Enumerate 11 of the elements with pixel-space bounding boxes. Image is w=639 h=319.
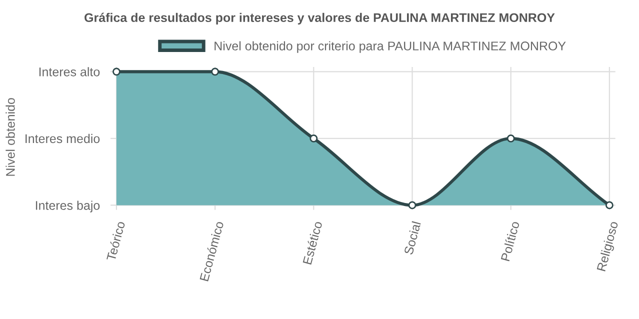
legend-label: Nivel obtenido por criterio para PAULINA MARTINEZ MONROY [214,41,566,53]
category-label: Interes bajo [36,200,100,212]
category-label: Interes alto [39,67,100,76]
x-tick-label: Estético [302,220,322,265]
text: Nivel obtenido [6,98,15,176]
category-label: Interes medio [26,134,100,144]
x-tick-label: Teórico [106,220,126,262]
x-tick-label: Social [404,221,421,256]
x-tick-label: Religioso [596,220,621,272]
chart-title: Gráfica de resultados por intereses y valores de PAULINA MARTINEZ MONROY [84,12,555,25]
x-tick-label: Político [500,220,520,262]
